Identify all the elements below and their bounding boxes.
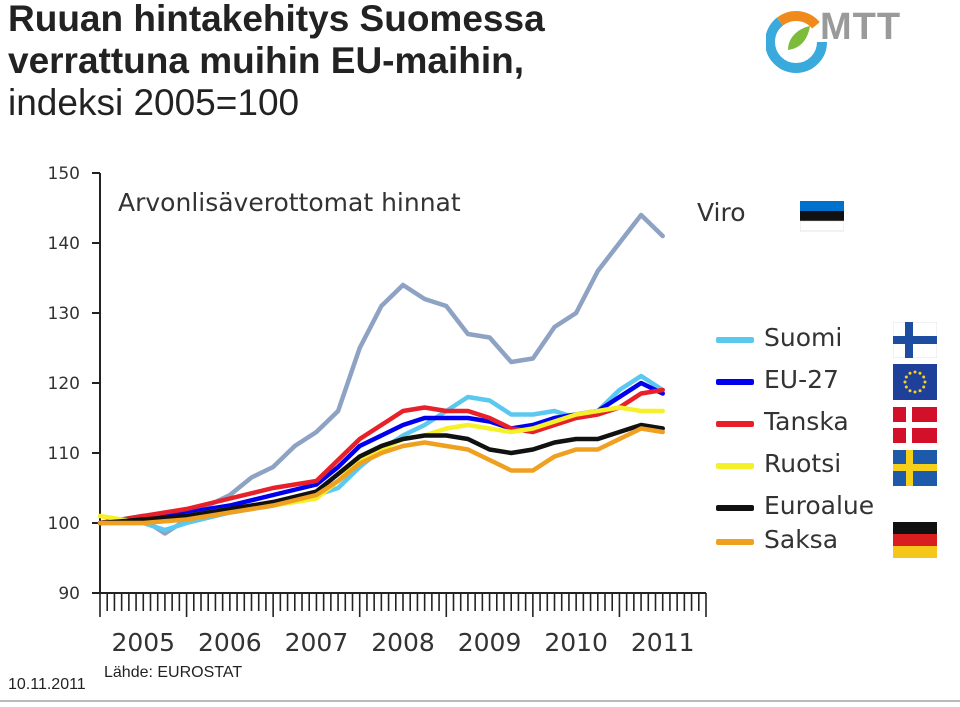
eu-star [922,385,926,389]
estonia-flag-icon [800,201,844,232]
legend-swatch [716,463,754,469]
series-line-euroalue [97,422,665,526]
eu-star [904,375,908,379]
bottom-divider [0,700,960,702]
y-tick-label: 130 [48,304,80,324]
y-tick-label: 150 [48,164,80,184]
eu-star [913,370,917,374]
title-line-1: Ruuan hintakehitys Suomessa [8,0,545,39]
germany-flag-icon [893,522,937,558]
legend-label: Euroalue [764,491,875,520]
legend-item-tanska: Tanska [716,404,956,444]
y-tick-label: 110 [48,444,80,464]
legend-swatch [716,421,754,427]
chart-axes: 90 100 110 120 130 140 150 2005 2006 2007 2008 2009… [48,164,707,657]
chart-subtitle: Arvonlisäverottomat hinnat [118,188,461,217]
source-note: Lähde: EUROSTAT [104,664,243,681]
x-tick-label: 2008 [371,628,435,657]
page-title: Ruuan hintakehitys Suomessa verrattuna m… [8,0,545,124]
denmark-flag-icon [893,407,937,443]
series-line-viro [97,212,665,536]
logo-text: MTT [820,6,902,48]
x-tick-label: 2005 [111,628,175,657]
legend-item-ruotsi: Ruotsi [716,446,956,486]
y-tick-label: 100 [48,514,80,534]
eu-star [908,389,912,393]
eu-star [904,385,908,389]
eu-star [908,371,912,375]
eu-flag-icon [893,364,937,400]
finland-flag-icon [893,322,937,358]
legend-item-eu27: EU-27 [716,362,956,402]
footer-date: 10.11.2011 [8,676,86,693]
sweden-flag-icon [893,450,937,486]
legend-label: Suomi [764,323,843,352]
legend-label: Tanska [764,407,849,436]
y-tick-label: 140 [48,234,80,254]
x-tick-label: 2011 [631,628,695,657]
legend-swatch [716,505,754,511]
eu-star [918,371,922,375]
title-line-3: indeksi 2005=100 [8,82,300,123]
eu-star [903,380,907,384]
eu-star [918,389,922,393]
eu-star [923,380,927,384]
legend-item-suomi: Suomi [716,320,956,360]
legend-label: Ruotsi [764,449,842,478]
x-tick-label: 2010 [544,628,608,657]
legend-item-euroalue: Euroalue [716,488,956,528]
legend-label: EU-27 [764,365,839,394]
eu-star [913,390,917,394]
series-line-saksa [97,426,665,526]
legend-swatch [716,539,754,545]
legend-swatch [716,337,754,343]
title-line-2: verrattuna muihin EU-maihin, [8,40,525,81]
x-tick-label: 2006 [198,628,262,657]
x-tick-label: 2007 [285,628,349,657]
legend-item-saksa: Saksa [716,522,956,562]
y-tick-label: 90 [58,584,80,604]
series-layer [97,212,665,536]
x-tick-label: 2009 [458,628,522,657]
eu-star [922,375,926,379]
legend-label: Saksa [764,525,839,554]
viro-label: Viro [697,198,746,227]
legend-swatch [716,379,754,385]
mtt-logo-icon [766,11,827,73]
y-tick-label: 120 [48,374,80,394]
series-line-tanska [97,387,665,526]
